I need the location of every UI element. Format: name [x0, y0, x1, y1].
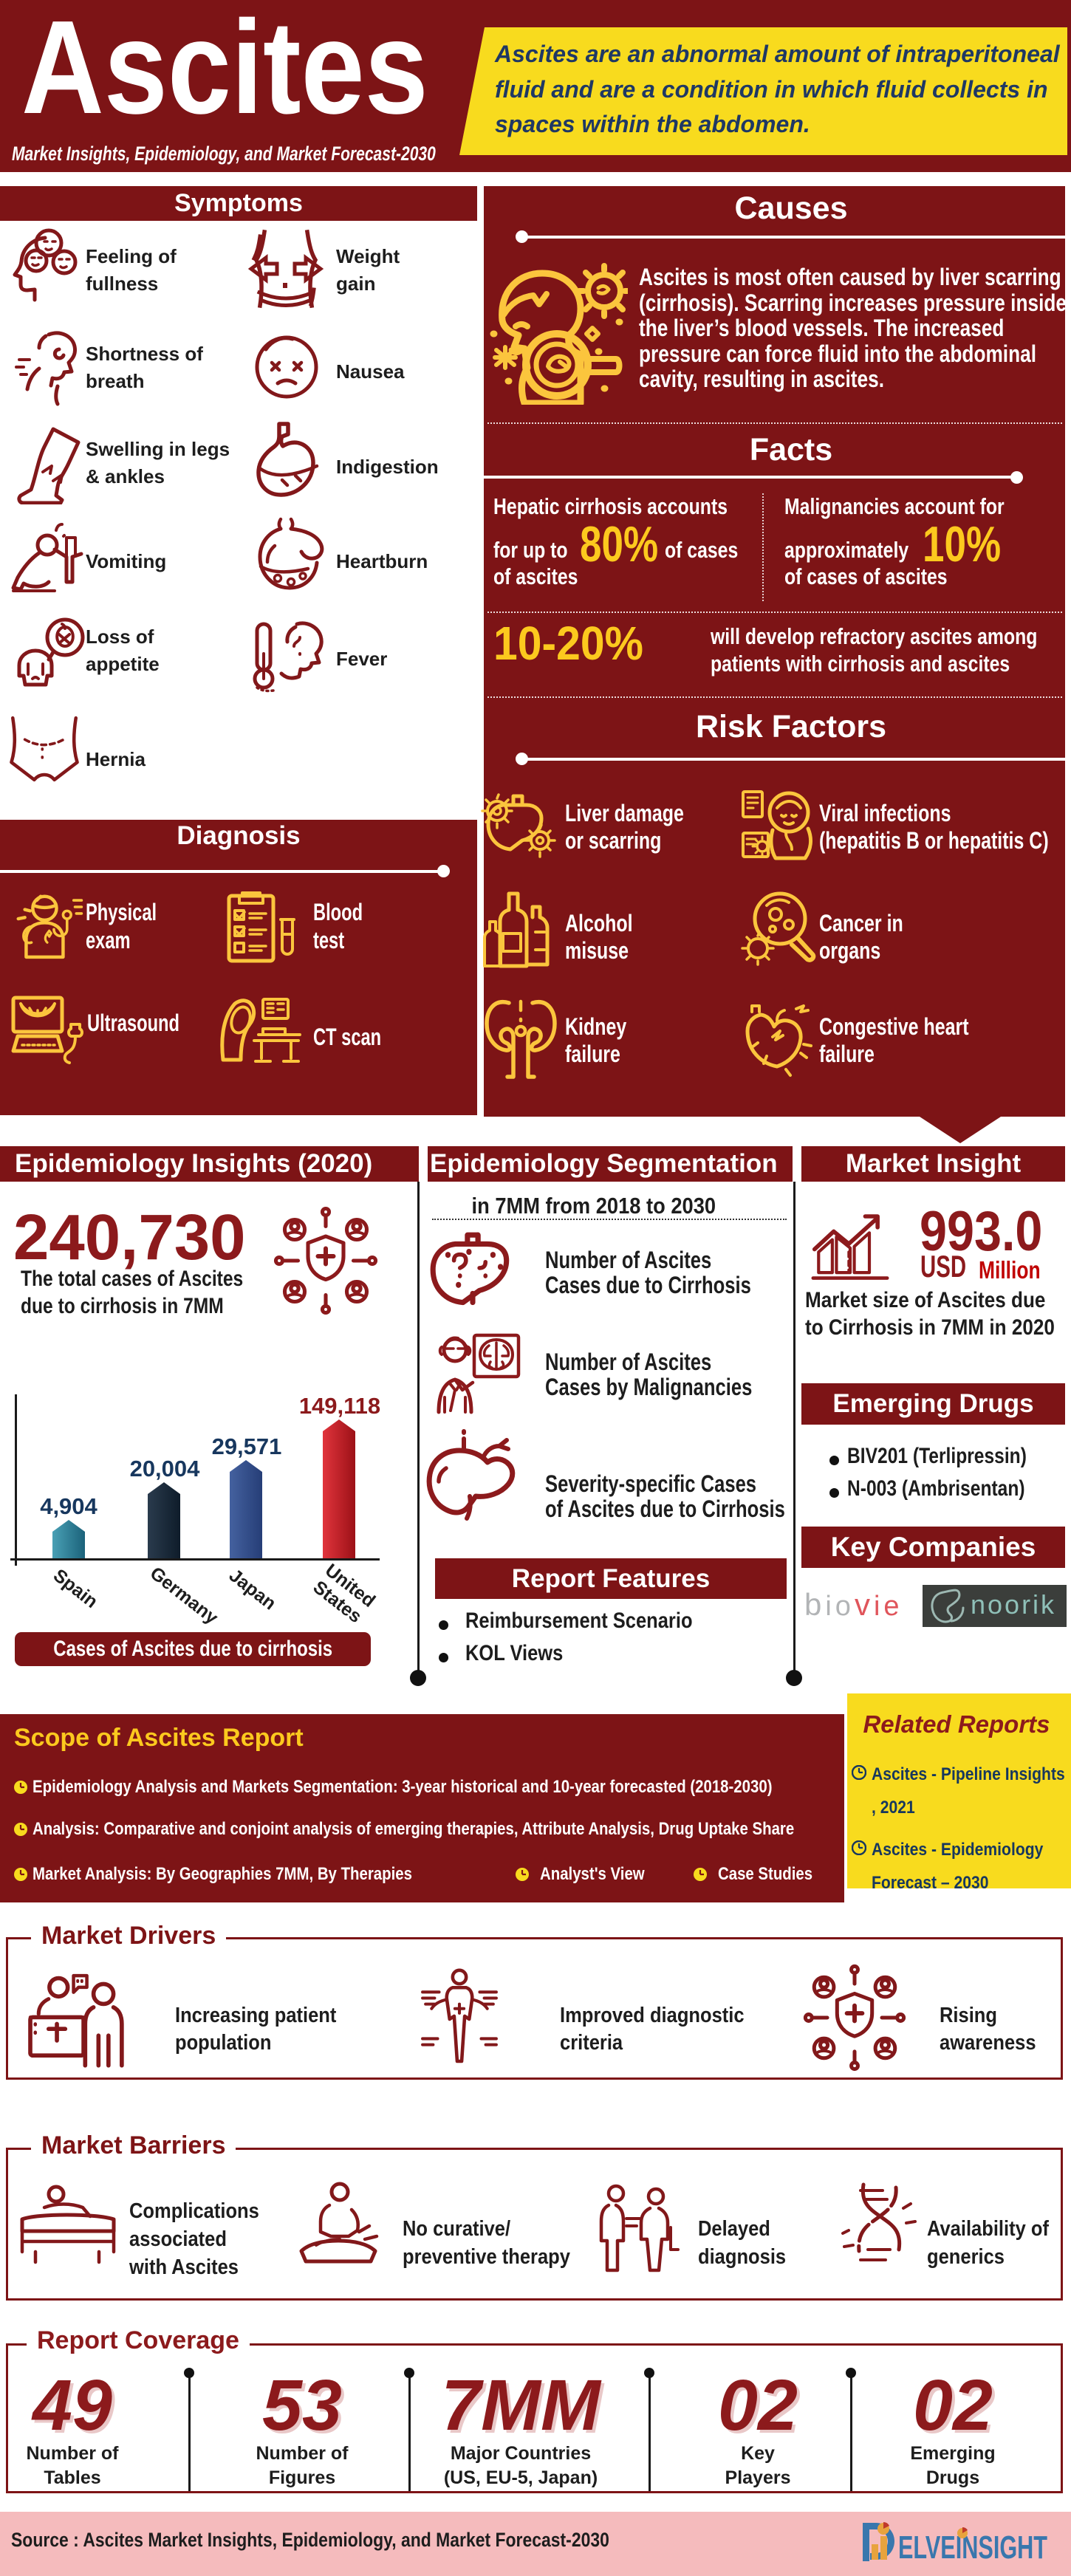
- svg-text:ELVEINSIGHT: ELVEINSIGHT: [898, 2529, 1047, 2566]
